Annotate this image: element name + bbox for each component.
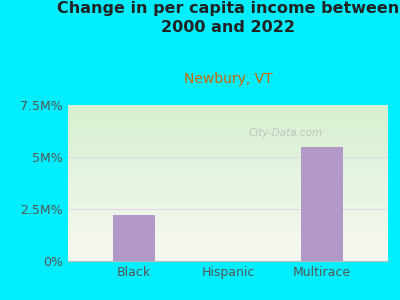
Bar <box>113 215 155 261</box>
Text: City-Data.com: City-Data.com <box>248 128 323 138</box>
Bar <box>301 147 343 261</box>
Text: Newbury, VT: Newbury, VT <box>184 72 272 86</box>
Text: Change in per capita income between
2000 and 2022: Change in per capita income between 2000… <box>57 2 399 35</box>
